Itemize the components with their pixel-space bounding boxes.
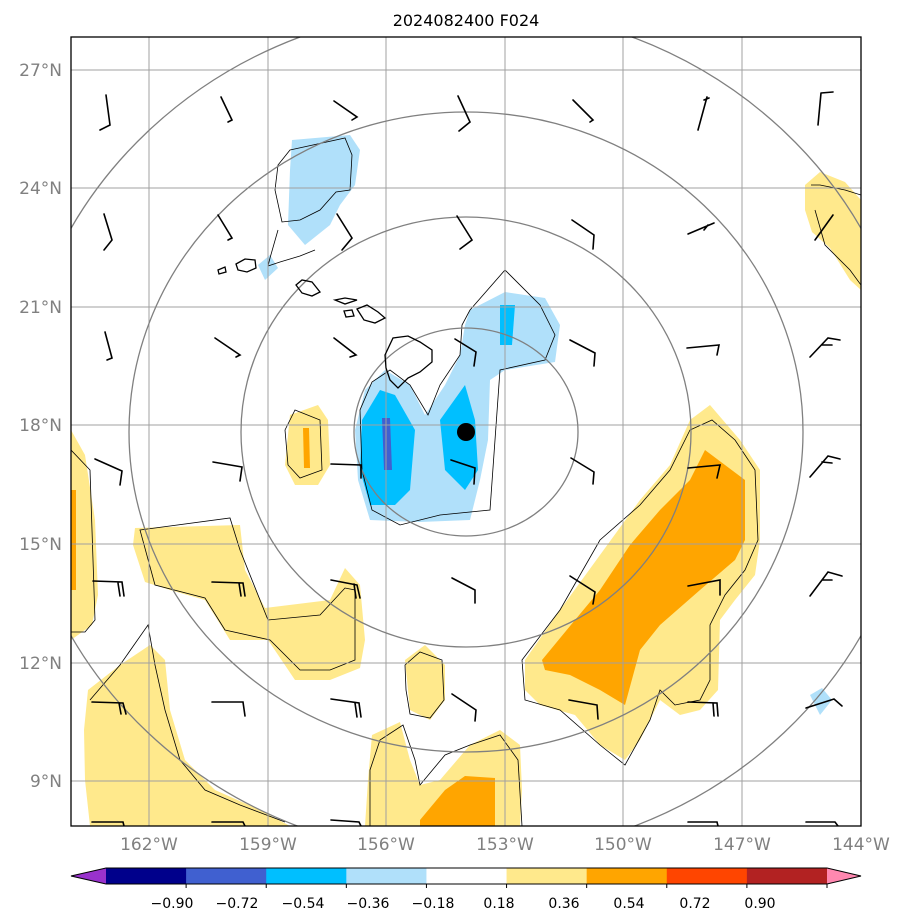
longitude-labels: 162°W 159°W 156°W 153°W 150°W 147°W 144°… <box>120 835 890 855</box>
yellow-region <box>405 645 445 720</box>
colorbar-swatch <box>426 868 508 884</box>
lon-label: 156°W <box>357 835 415 855</box>
filled-contours <box>71 135 861 826</box>
orange-region <box>420 776 495 826</box>
map-frame <box>70 36 862 827</box>
lat-label: 12°N <box>19 654 62 674</box>
map-area <box>71 37 861 826</box>
lon-label: 162°W <box>120 835 178 855</box>
orange-region <box>303 428 310 468</box>
light-blue-region <box>288 135 360 245</box>
colorbar-tick-label: 0.90 <box>744 896 775 912</box>
orange-region <box>71 490 76 590</box>
lon-label: 159°W <box>239 835 297 855</box>
colorbar-tick-label: −0.18 <box>412 896 455 912</box>
wind-barbs <box>91 91 843 826</box>
colorbar-swatch <box>346 868 427 884</box>
colorbar-swatch <box>186 868 267 884</box>
colorbar-swatch <box>106 868 187 884</box>
colorbar-swatch <box>746 868 828 884</box>
colorbar-swatch <box>506 868 588 884</box>
lat-label: 21°N <box>19 298 62 318</box>
dark-blue-region <box>382 418 392 470</box>
lat-label: 24°N <box>19 179 62 199</box>
colorbar-outline <box>70 867 862 885</box>
colorbar-labels: −0.90 −0.72 −0.54 −0.36 −0.18 0.18 0.36 … <box>151 896 776 912</box>
latitude-labels: 27°N 24°N 21°N 18°N 15°N 12°N 9°N <box>19 61 62 792</box>
lon-label: 144°W <box>832 835 890 855</box>
lat-label: 15°N <box>19 535 62 555</box>
lat-label: 9°N <box>30 772 62 792</box>
colorbar-tick-label: 0.72 <box>679 896 710 912</box>
colorbar-swatch <box>666 868 748 884</box>
colorbar-tick-label: 0.36 <box>548 896 579 912</box>
yellow-region <box>133 525 365 680</box>
map-title: 2024082400 F024 <box>393 11 540 30</box>
storm-center-marker <box>457 423 475 441</box>
coastline-hawaii <box>217 258 433 389</box>
colorbar-tick-label: −0.72 <box>216 896 259 912</box>
colorbar-tick-label: 0.18 <box>483 896 514 912</box>
light-blue-region <box>810 688 832 715</box>
lat-label: 18°N <box>19 416 62 436</box>
colorbar-swatch <box>266 868 347 884</box>
yellow-region <box>805 172 861 290</box>
blue-region <box>500 305 515 345</box>
lon-label: 150°W <box>594 835 652 855</box>
colorbar-swatch <box>586 868 668 884</box>
colorbar-tick-label: 0.54 <box>613 896 644 912</box>
orange-region <box>542 450 745 705</box>
yellow-region <box>71 430 98 640</box>
colorbar-tick-label: −0.36 <box>347 896 390 912</box>
lon-label: 147°W <box>713 835 771 855</box>
colorbar-tick-label: −0.90 <box>151 896 194 912</box>
colorbar-extend-low <box>71 868 106 884</box>
lat-label: 27°N <box>19 61 62 81</box>
colorbar-tick-label: −0.54 <box>282 896 325 912</box>
colorbar <box>70 867 862 888</box>
lon-label: 153°W <box>476 835 534 855</box>
colorbar-extend-high <box>827 868 861 884</box>
